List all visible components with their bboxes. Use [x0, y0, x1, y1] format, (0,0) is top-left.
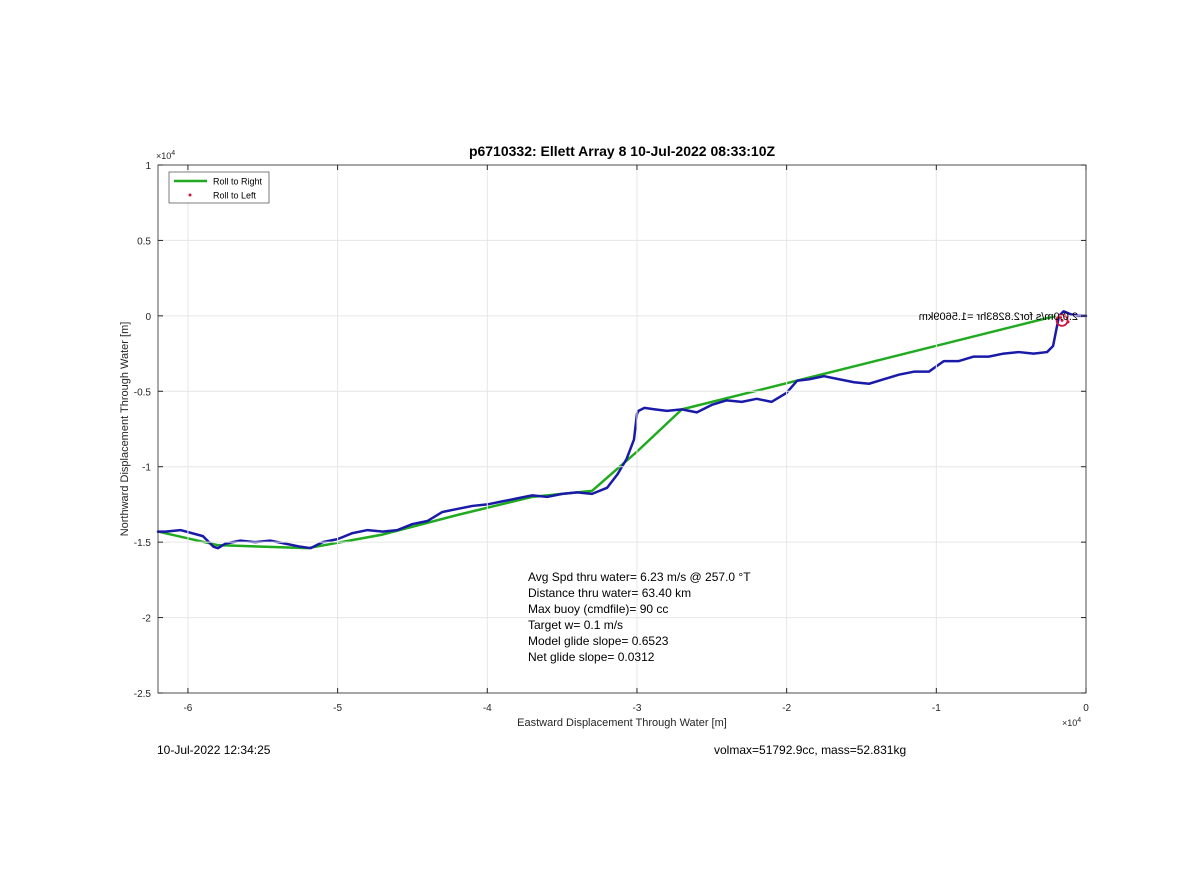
stats-annotation-line: Target w= 0.1 m/s: [528, 618, 623, 632]
y-tick-label: -1: [142, 463, 151, 474]
footer-timestamp: 10-Jul-2022 12:34:25: [157, 743, 271, 757]
y-tick-label: -0.5: [134, 387, 152, 398]
legend-box: [168, 171, 270, 204]
y-exponent-power: 4: [171, 150, 175, 157]
legend-roll-to-left-label: Roll to Left: [213, 191, 257, 201]
end-point-circle: [1055, 313, 1069, 327]
y-axis-label: Northward Displacement Through Water [m]: [119, 322, 131, 537]
axes-box: [157, 164, 1087, 694]
legend-roll-to-left-swatch: [188, 193, 192, 197]
stats-annotation-line: Avg Spd thru water= 6.23 m/s @ 257.0 °T: [528, 570, 751, 584]
x-axis-label: Eastward Displacement Through Water [m]: [517, 717, 727, 729]
stats-annotation-line: Max buoy (cmdfile)= 90 cc: [528, 602, 668, 616]
x-tick-label: -5: [333, 703, 342, 714]
x-tick-label: -3: [633, 703, 642, 714]
stats-annotation-line: Distance thru water= 63.40 km: [528, 586, 691, 600]
y-tick-label: 0: [145, 312, 151, 323]
roll-to-left-marker: [1059, 315, 1063, 319]
series-roll-to-right: [157, 314, 1057, 550]
x-exponent-label: ×104: [1062, 717, 1081, 728]
stats-annotation-line: Net glide slope= 0.0312: [528, 650, 655, 664]
chart-title: p6710332: Ellett Array 8 10-Jul-2022 08:…: [469, 143, 776, 159]
y-tick-label: 0.5: [137, 236, 151, 247]
stats-annotation-line: Model glide slope= 0.6523: [528, 634, 669, 648]
x-tick-label: -4: [483, 703, 492, 714]
y-exponent-label: ×104: [156, 150, 175, 161]
y-tick-label: -1.5: [134, 538, 152, 549]
y-tick-label: -2: [142, 614, 151, 625]
x-tick-label: -1: [932, 703, 941, 714]
legend-roll-to-right-label: Roll to Right: [213, 177, 263, 187]
x-exponent-power: 4: [1077, 717, 1081, 724]
y-tick-label: 1: [145, 161, 151, 172]
roll-to-left-marker: [1060, 318, 1064, 322]
footer-volmax-mass: volmax=51792.9cc, mass=52.831kg: [714, 743, 907, 757]
x-tick-label: -2: [782, 703, 791, 714]
series-glider-track: [156, 310, 1088, 550]
x-tick-label: -6: [183, 703, 192, 714]
mirrored-annotation: 2.0.0m/s for2.8283hr =1.5609km: [919, 311, 1078, 323]
y-tick-label: -2.5: [134, 689, 152, 700]
x-tick-label: 0: [1083, 703, 1089, 714]
